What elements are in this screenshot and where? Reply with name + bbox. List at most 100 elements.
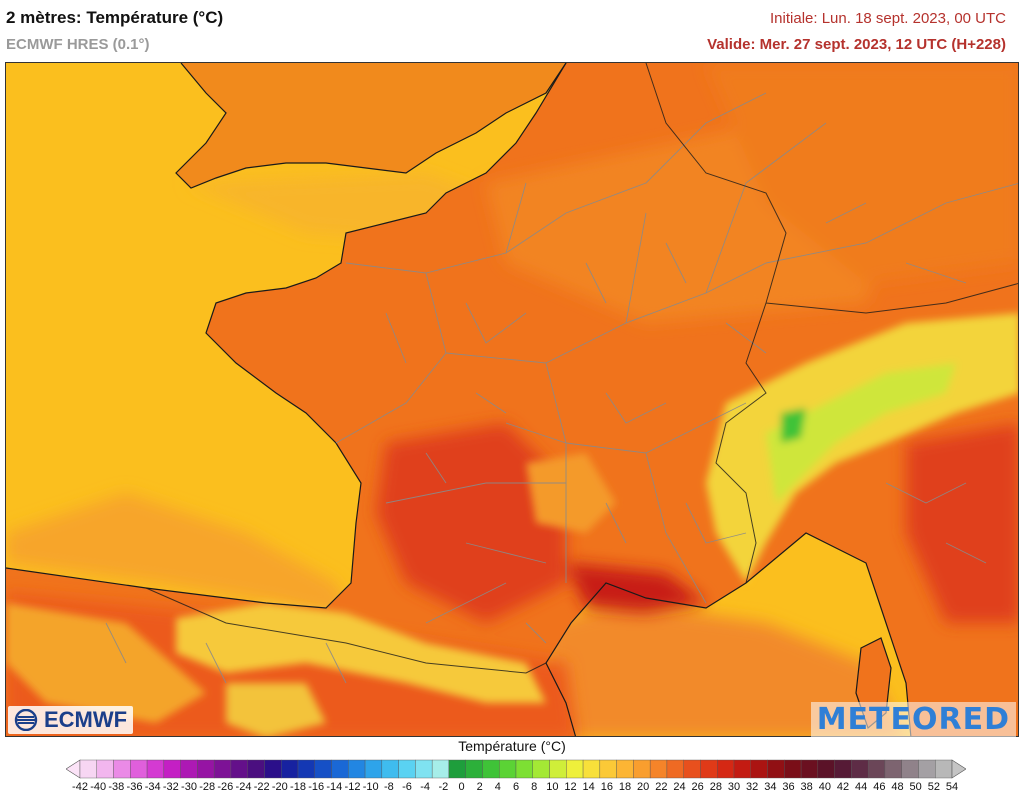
legend-tick-label: -32: [162, 781, 179, 793]
legend-swatch: [918, 759, 936, 779]
department-borders: [105, 202, 987, 684]
legend-tick-label: 24: [673, 781, 686, 793]
legend-swatch: [247, 759, 265, 779]
ecmwf-logo: ECMWF: [8, 706, 134, 734]
legend-tick-label: 40: [818, 781, 831, 793]
coast-france-atlantic: [6, 63, 567, 609]
legend-swatch: [532, 759, 550, 779]
legend-tick-label: -40: [90, 781, 107, 793]
sea-west-warm: [6, 493, 356, 623]
legend-ticks: -42 -40 -38 -36 -34 -32 -30 -28 -26 -24 -22 -20 -18-…: [0, 781, 1024, 797]
legend-tick-label: -26: [217, 781, 234, 793]
legend-swatch: [213, 759, 232, 779]
legend-swatch: [364, 759, 383, 779]
legend-arrow-low: [66, 759, 81, 779]
spain-central: [226, 683, 326, 736]
legend-tick-label: 20: [637, 781, 650, 793]
legend-tick-label: -18: [290, 781, 306, 793]
legend-tick-label: 30: [727, 781, 741, 793]
spain-highlands: [6, 603, 206, 723]
hot-rhone: [566, 563, 706, 613]
legend-swatch: [901, 759, 919, 779]
valid-time: Valide: Mer. 27 sept. 2023, 12 UTC (H+22…: [707, 36, 1006, 53]
legend-swatch: [633, 759, 651, 779]
legend-tick-label: 50: [909, 781, 922, 793]
legend-tick-label: 46: [873, 781, 886, 793]
hot-southwest: [376, 423, 566, 623]
legend-tick-label: 22: [655, 781, 668, 793]
land-england: [176, 63, 566, 188]
legend-tick-label: -12: [344, 781, 361, 793]
legend-swatch: [683, 759, 701, 779]
temperature-map[interactable]: [5, 62, 1019, 737]
legend-swatch: [163, 759, 181, 779]
legend-tick-label: -6: [402, 781, 412, 793]
legend-swatch: [717, 759, 735, 779]
color-scale: [66, 759, 966, 779]
legend-swatch: [750, 759, 768, 779]
legend-tick-label: 14: [582, 781, 595, 793]
coast-england: [175, 63, 567, 189]
legend-swatch: [582, 759, 601, 779]
legend-swatch: [649, 759, 668, 779]
legend-swatch: [767, 759, 785, 779]
legend-swatch: [146, 759, 165, 779]
legend-swatch: [666, 759, 684, 779]
legend-swatch: [549, 759, 567, 779]
legend-tick-label: 8: [531, 781, 538, 793]
legend-tick-label: -16: [308, 781, 325, 793]
legend-swatch: [733, 759, 751, 779]
legend-tick-label: -42: [72, 781, 88, 793]
init-time: Initiale: Lun. 18 sept. 2023, 00 UTC: [770, 10, 1006, 27]
legend-tick-label: 44: [855, 781, 868, 793]
legend-swatch: [935, 759, 953, 779]
legend-swatch: [348, 759, 366, 779]
meteored-logo-text: METEORED: [816, 702, 1010, 737]
legend-tick-label: 34: [764, 781, 777, 793]
legend-swatch: [448, 759, 466, 779]
legend-tick-label: -20: [271, 781, 288, 793]
legend-tick-label: 16: [600, 781, 613, 793]
legend-tick-label: 0: [458, 781, 465, 793]
legend-title: Température (°C): [458, 738, 566, 754]
legend-swatch: [884, 759, 902, 779]
legend-tick-label: 18: [618, 781, 632, 793]
legend-tick-label: 52: [927, 781, 940, 793]
legend-swatch: [197, 759, 215, 779]
alps-high: [766, 363, 956, 503]
legend-tick-label: -8: [383, 781, 394, 793]
legend-swatch: [599, 759, 617, 779]
legend-swatch: [331, 759, 349, 779]
chart-title: 2 mètres: Température (°C): [6, 8, 224, 27]
legend-swatch: [515, 759, 533, 779]
country-borders: [145, 63, 1018, 674]
legend-tick-label: 48: [891, 781, 904, 793]
legend-tick-label: -22: [253, 781, 270, 793]
legend-swatch: [817, 759, 835, 779]
legend-tick-label: 6: [512, 781, 520, 793]
model-label: ECMWF HRES (0.1°): [6, 36, 150, 53]
legend-tick-label: 54: [945, 781, 959, 793]
legend-swatch: [130, 759, 148, 779]
legend-tick-label: -2: [438, 781, 449, 793]
legend-tick-label: -10: [362, 781, 379, 793]
alps-peak: [781, 408, 806, 443]
legend-tick-label: -24: [235, 781, 252, 793]
pyrenees: [176, 603, 546, 703]
legend-tick-label: -28: [199, 781, 216, 793]
legend-swatch: [96, 759, 114, 779]
legend-swatch: [79, 759, 97, 779]
legend-swatch: [851, 759, 869, 779]
map-canvas: [6, 63, 1018, 736]
legend-swatch: [431, 759, 450, 779]
warm-germany: [706, 63, 1018, 283]
legend-tick-label: 42: [836, 781, 850, 793]
legend-swatch: [415, 759, 433, 779]
legend-tick-label: -14: [326, 781, 343, 793]
legend-tick-label: -34: [144, 781, 161, 793]
legend-tick-label: 38: [800, 781, 813, 793]
legend-swatch: [700, 759, 718, 779]
legend-swatch: [566, 759, 584, 779]
legend-swatch: [381, 759, 399, 779]
legend-swatch: [297, 759, 315, 779]
